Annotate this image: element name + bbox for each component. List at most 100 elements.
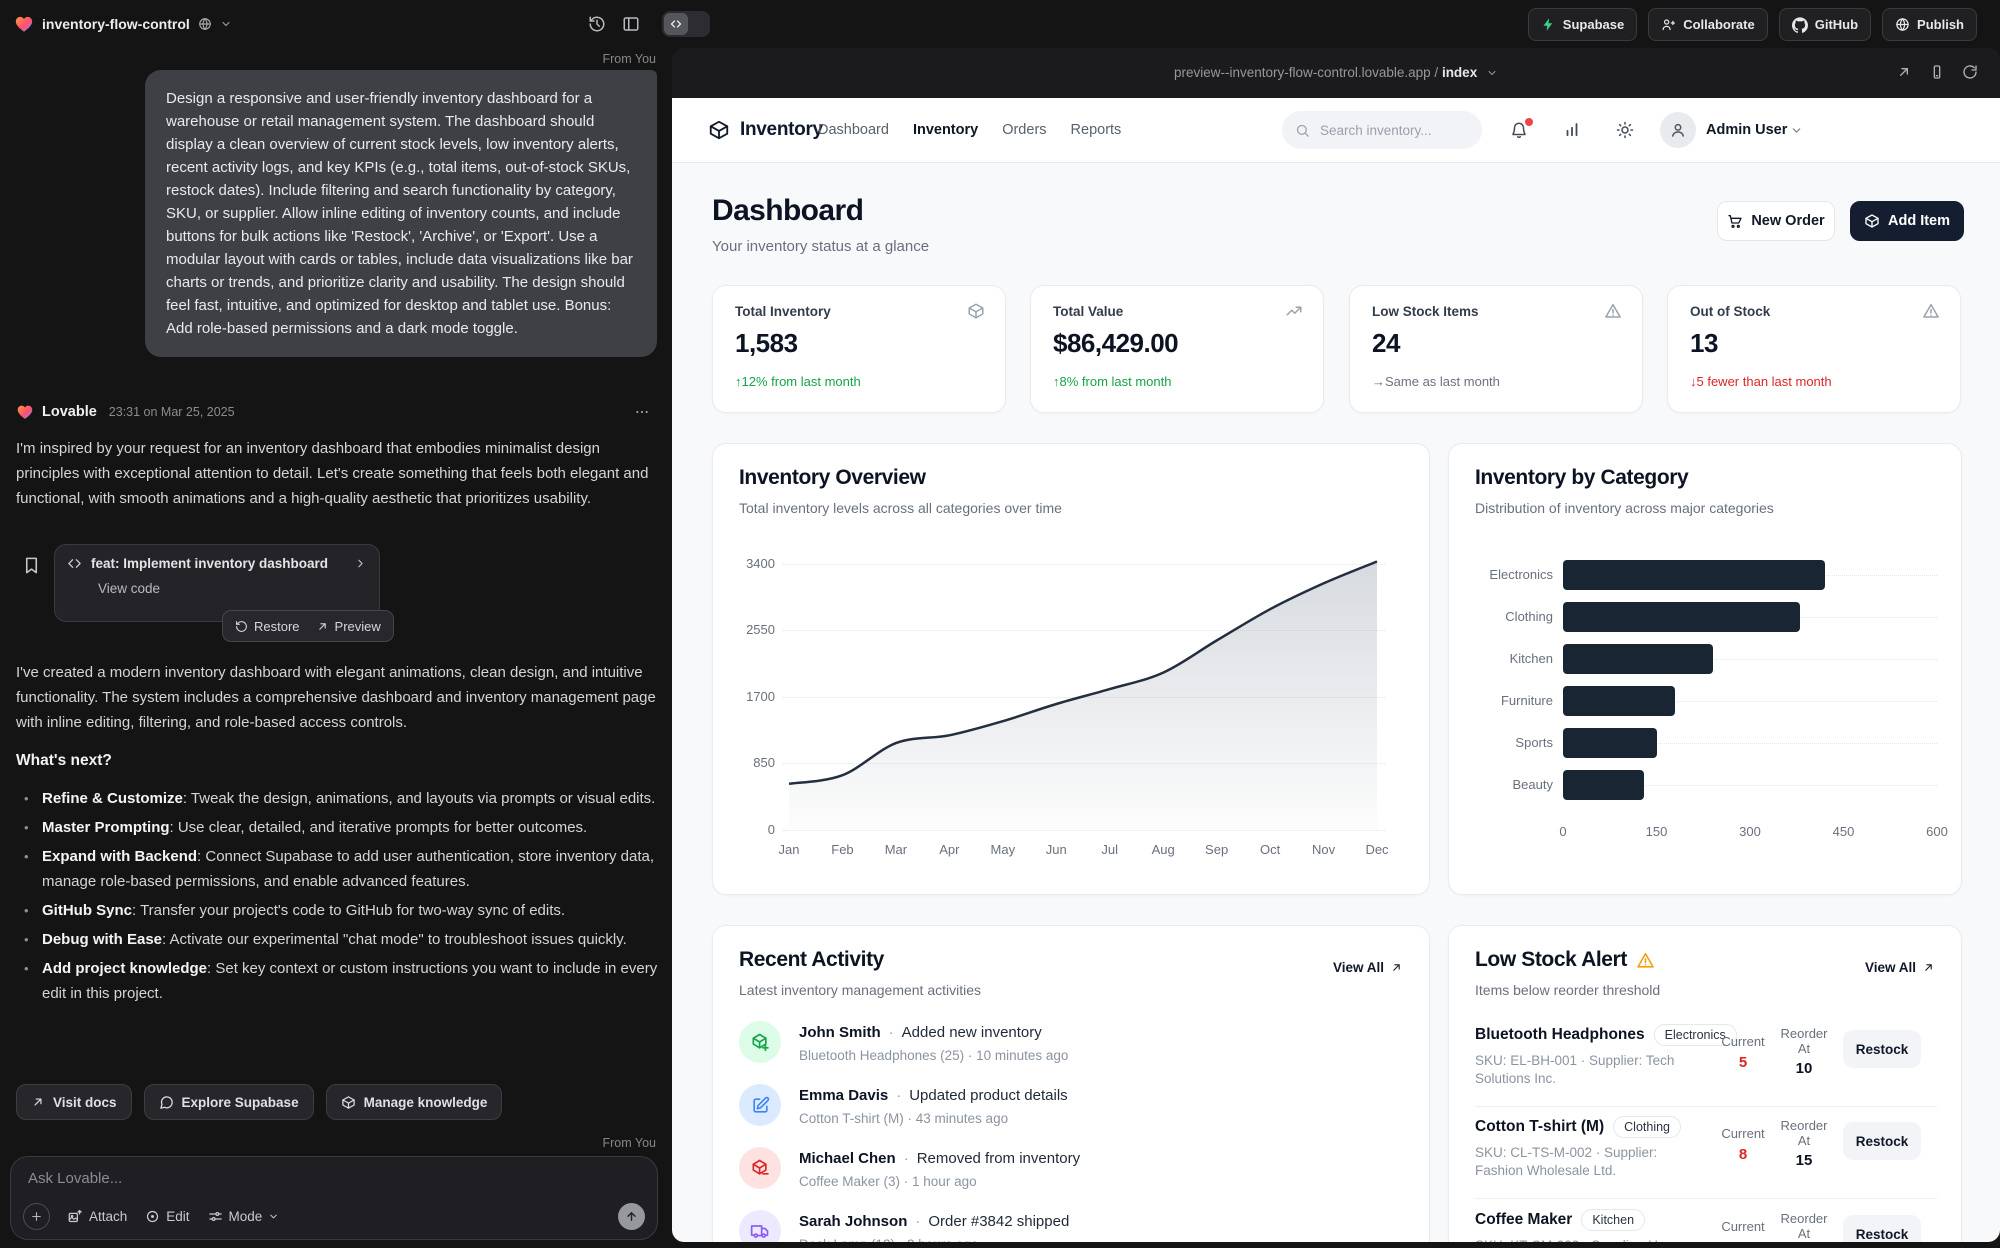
bookmark-icon[interactable] [22,556,41,575]
view-all-link[interactable]: View All [1333,960,1403,975]
app-navbar: Inventory Dashboard Inventory Orders Rep… [672,98,2000,163]
divider [1475,1106,1937,1107]
preview-toolbar: preview--inventory-flow-control.lovable.… [672,48,2000,98]
lovable-heart-icon [14,15,34,33]
publish-button[interactable]: Publish [1882,8,1977,41]
package-minus-icon [739,1147,781,1189]
commit-label: feat: Implement inventory dashboard [91,556,329,571]
assistant-intro: I'm inspired by your request for an inve… [16,440,649,507]
chat-input[interactable]: Ask Lovable... Attach Edit Mode [10,1156,658,1240]
github-button[interactable]: GitHub [1778,8,1872,41]
chart-title: Inventory by Category [1475,466,1689,489]
lovable-heart-icon [16,404,34,420]
visit-docs-button[interactable]: Visit docs [16,1084,132,1120]
commit-card[interactable]: feat: Implement inventory dashboard View… [54,544,380,622]
preview-button[interactable]: Preview [316,619,381,634]
explore-supabase-button[interactable]: Explore Supabase [143,1084,314,1120]
package-plus-icon [739,1021,781,1063]
from-you-label: From You [602,52,656,66]
nav-link-reports[interactable]: Reports [1070,122,1122,138]
nav-link-dashboard[interactable]: Dashboard [818,122,889,138]
view-code-link[interactable]: View code [98,581,161,596]
theme-toggle-sun-icon[interactable] [1616,121,1634,139]
kpi-delta: ↑8% from last month [1053,374,1172,389]
user-icon [1669,121,1687,139]
message-menu-icon[interactable] [634,404,650,420]
manage-knowledge-button[interactable]: Manage knowledge [325,1084,503,1120]
mobile-view-icon[interactable] [1929,64,1945,80]
history-icon[interactable] [588,15,606,33]
low-stock-item: Cotton T-shirt (M) Clothing SKU: CL-TS-M-… [1475,1114,1937,1198]
category-bar [1563,770,1644,800]
analytics-icon[interactable] [1563,121,1581,139]
restore-icon [235,620,248,633]
chat-input-toolbar: Attach Edit Mode [23,1203,645,1230]
category-bar-plot: Electronics Clothing Kitchen Furniture Sport… [1475,548,1948,878]
activity-item[interactable]: Michael Chen · Removed from inventory Coff… [739,1147,1405,1205]
nav-link-inventory[interactable]: Inventory [912,122,979,138]
package-icon [341,1095,356,1110]
user-message-bubble: Design a responsive and user-friendly in… [145,70,657,357]
add-item-button[interactable]: Add Item [1850,201,1964,241]
activity-item[interactable]: John Smith · Added new inventory Bluetooth… [739,1021,1405,1079]
dashboard-page: Inventory Dashboard Inventory Orders Rep… [672,98,2000,1242]
category-badge: Clothing [1613,1116,1682,1138]
send-button[interactable] [618,1203,645,1230]
target-icon [145,1209,160,1224]
restock-button[interactable]: Restock [1843,1030,1921,1068]
view-all-link[interactable]: View All [1865,960,1935,975]
attach-button[interactable]: Attach [68,1209,127,1224]
x-axis-tick: Dec [1365,842,1389,857]
edit-button[interactable]: Edit [145,1209,190,1224]
code-preview-toggle[interactable] [662,11,710,37]
list-item: GitHub Sync: Transfer your project's cod… [16,898,658,923]
refresh-icon[interactable] [1962,64,1978,80]
grid-line [1563,743,1937,744]
alert-triangle-icon [1604,302,1622,320]
version-toolbar: Restore Preview [222,610,394,642]
x-axis-tick: Nov [1311,842,1336,857]
recent-activity-card: Recent Activity Latest inventory managem… [712,925,1430,1242]
chevron-down-icon [220,18,232,30]
add-button[interactable] [23,1203,50,1230]
restock-button[interactable]: Restock [1843,1215,1921,1242]
x-axis-tick: Jul [1101,842,1119,857]
category-label: Kitchen [1509,651,1553,666]
x-axis-tick: Sep [1205,842,1229,857]
package-icon [967,302,985,320]
activity-item[interactable]: Emma Davis · Updated product details Cotto… [739,1084,1405,1142]
x-axis-tick: Mar [884,842,908,857]
page-title: Dashboard [712,194,864,227]
chevron-down-icon[interactable] [1790,124,1803,137]
chevron-right-icon [354,557,367,570]
grid-line [1563,785,1937,786]
avatar[interactable] [1660,112,1696,148]
globe-icon [198,17,212,31]
search-icon [1295,123,1310,138]
kpi-card-low-stock: Low Stock Items 24 →Same as last month [1349,285,1643,413]
search-input[interactable] [1318,121,1462,139]
project-menu[interactable]: inventory-flow-control [14,0,232,48]
external-link-icon [1922,961,1935,974]
collaborate-button[interactable]: Collaborate [1648,8,1768,41]
chevron-down-icon [1486,67,1498,79]
restore-button[interactable]: Restore [235,619,300,634]
list-item: Expand with Backend: Connect Supabase to… [16,844,658,894]
new-order-button[interactable]: New Order [1717,201,1835,241]
preview-url[interactable]: preview--inventory-flow-control.lovable.… [672,48,2000,98]
grid-line [1563,659,1937,660]
user-menu[interactable]: Admin User [1706,122,1788,138]
chevron-down-icon [268,1211,279,1222]
activity-item[interactable]: Sarah Johnson·Order #3842 shipped Desk L… [739,1210,1405,1242]
open-external-icon[interactable] [1896,64,1912,80]
sidebar-toggle-icon[interactable] [622,15,640,33]
nav-link-orders[interactable]: Orders [1002,122,1047,138]
chat-quick-actions: Visit docs Explore Supabase Manage knowl… [16,1084,503,1120]
brand[interactable]: Inventory [708,98,823,162]
notification-dot [1525,118,1533,126]
mode-selector[interactable]: Mode [208,1209,280,1224]
inventory-search[interactable] [1282,111,1482,149]
restock-button[interactable]: Restock [1843,1122,1921,1160]
supabase-button[interactable]: Supabase [1527,8,1638,41]
